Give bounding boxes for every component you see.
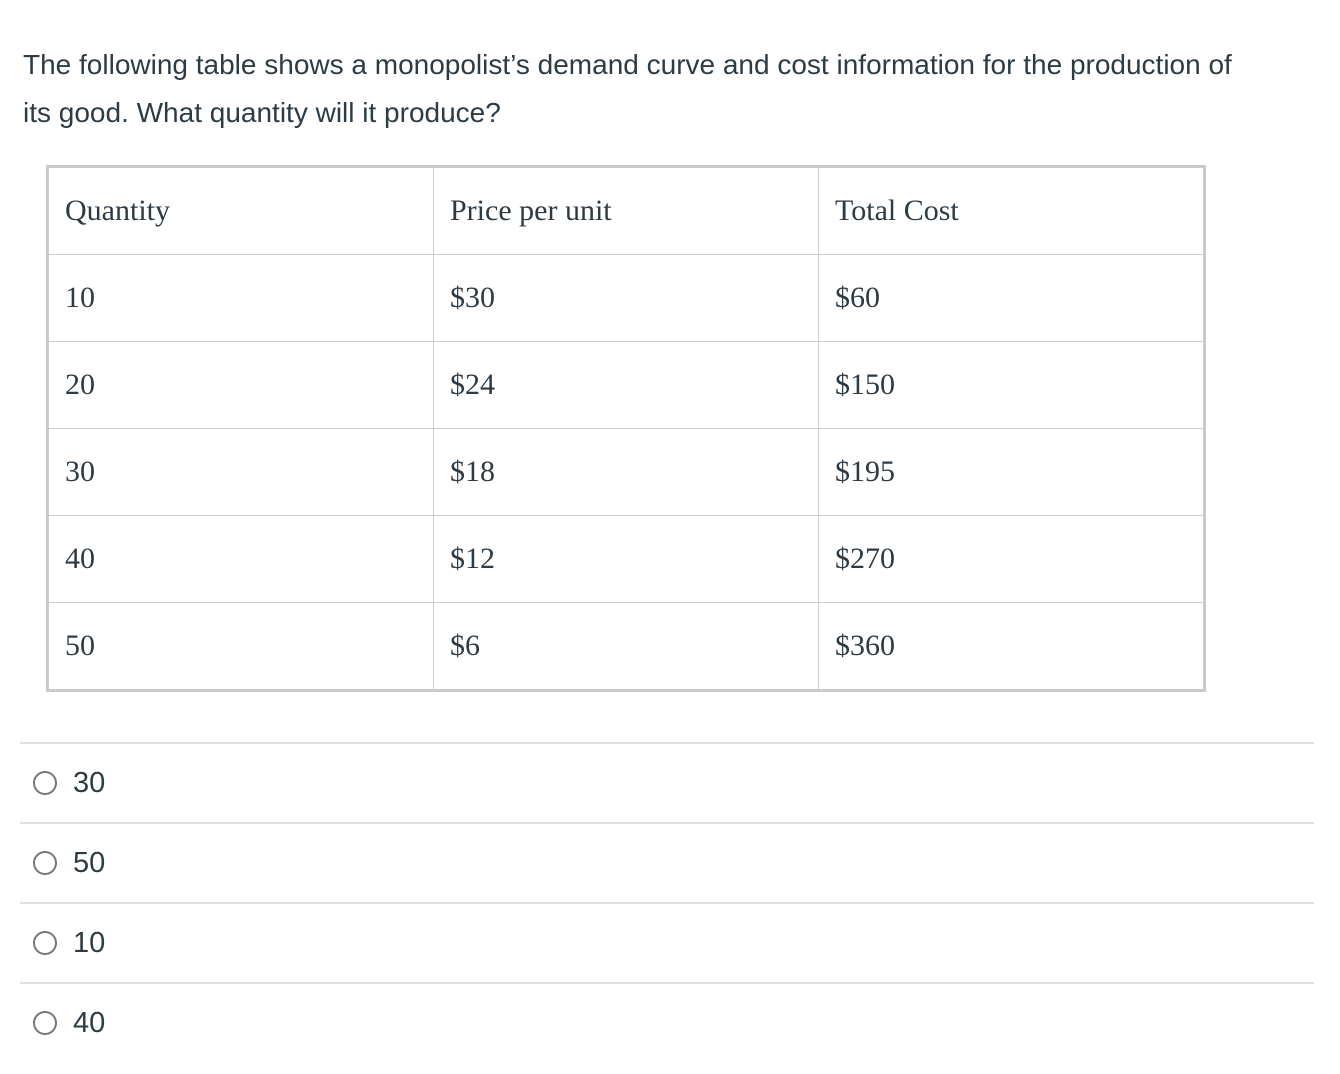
price-cell: $30 [433,254,819,342]
option-label[interactable]: 40 [73,1006,106,1039]
radio-button[interactable] [33,931,57,955]
answer-option-30[interactable]: 30 [20,742,1314,822]
column-header-total-cost: Total Cost [818,167,1204,255]
radio-button[interactable] [33,1011,57,1035]
quantity-cell: 20 [48,341,434,429]
column-header-price: Price per unit [433,167,819,255]
price-cell: $24 [433,341,819,429]
table-row: 50 $6 $360 [48,602,1204,690]
quantity-cell: 40 [48,515,434,603]
answer-option-50[interactable]: 50 [20,822,1314,902]
table-header-row: Quantity Price per unit Total Cost [48,167,1204,255]
quantity-cell: 30 [48,428,434,516]
demand-cost-table: Quantity Price per unit Total Cost 10 $3… [48,167,1204,690]
radio-button[interactable] [33,851,57,875]
option-label[interactable]: 10 [73,926,106,959]
table-row: 30 $18 $195 [48,428,1204,516]
price-cell: $6 [433,602,819,690]
total-cost-cell: $270 [818,515,1204,603]
option-label[interactable]: 30 [73,766,106,799]
total-cost-cell: $360 [818,602,1204,690]
demand-cost-table-container: Quantity Price per unit Total Cost 10 $3… [46,165,1206,692]
radio-button[interactable] [33,771,57,795]
total-cost-cell: $150 [818,341,1204,429]
table-row: 10 $30 $60 [48,254,1204,342]
question-text: The following table shows a monopolist’s… [23,49,1232,128]
answer-options: 30 50 10 40 [0,742,1340,1062]
quantity-cell: 10 [48,254,434,342]
quantity-cell: 50 [48,602,434,690]
price-cell: $12 [433,515,819,603]
table-row: 20 $24 $150 [48,341,1204,429]
total-cost-cell: $195 [818,428,1204,516]
column-header-quantity: Quantity [48,167,434,255]
answer-option-40[interactable]: 40 [20,982,1314,1062]
price-cell: $18 [433,428,819,516]
answer-option-10[interactable]: 10 [20,902,1314,982]
table-row: 40 $12 $270 [48,515,1204,603]
total-cost-cell: $60 [818,254,1204,342]
option-label[interactable]: 50 [73,846,106,879]
